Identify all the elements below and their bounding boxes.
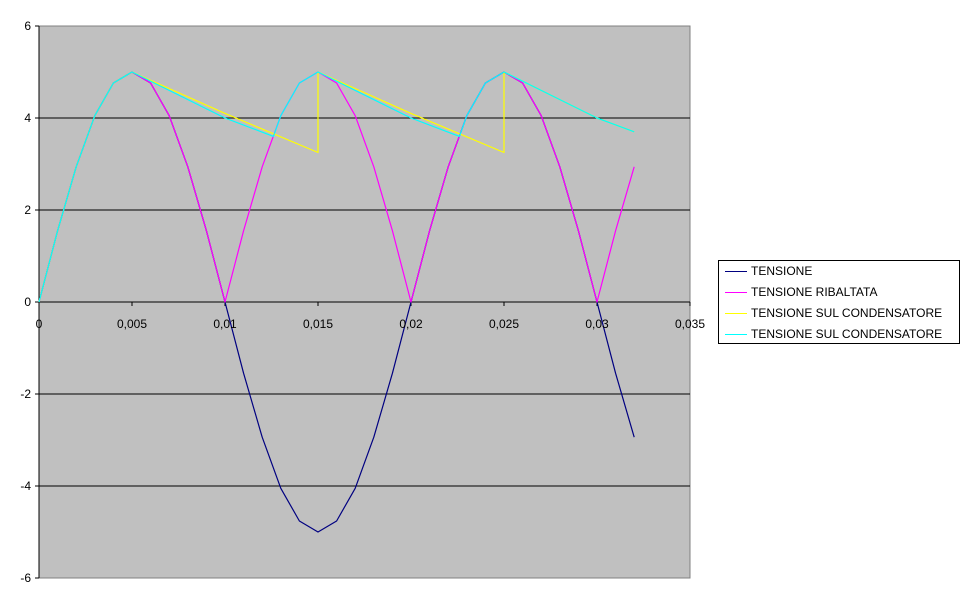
legend-swatch bbox=[725, 333, 747, 335]
x-tick-label: 0,025 bbox=[489, 317, 519, 331]
y-tick-label: -6 bbox=[20, 571, 31, 585]
legend-label: TENSIONE RIBALTATA bbox=[751, 285, 878, 299]
legend-swatch bbox=[725, 291, 747, 293]
x-tick-label: 0 bbox=[36, 317, 43, 331]
x-tick-label: 0,015 bbox=[303, 317, 333, 331]
legend-swatch bbox=[725, 270, 747, 272]
x-tick-label: 0,02 bbox=[399, 317, 423, 331]
series-line-3 bbox=[38, 71, 635, 303]
series-lines bbox=[38, 71, 635, 533]
y-tick-label: 2 bbox=[24, 203, 31, 217]
x-tick-label: 0,005 bbox=[117, 317, 147, 331]
y-tick-label: -2 bbox=[20, 387, 31, 401]
legend-label: TENSIONE bbox=[751, 264, 813, 278]
legend-swatch bbox=[725, 312, 747, 314]
legend-label: TENSIONE SUL CONDENSATORE bbox=[751, 327, 943, 341]
legend-item: TENSIONE RIBALTATA bbox=[725, 284, 877, 300]
legend-label: TENSIONE SUL CONDENSATORE bbox=[751, 306, 943, 320]
y-tick-label: 4 bbox=[24, 111, 31, 125]
tick-labels: 6 4 2 0 -2 -4 -6 0 0,005 0,01 0,015 0,02 0,025 0,03 0,… bbox=[20, 19, 705, 585]
y-tick-label: 0 bbox=[24, 295, 31, 309]
x-tick-label: 0,01 bbox=[213, 317, 237, 331]
y-tick-label: -4 bbox=[20, 479, 31, 493]
y-tick-label: 6 bbox=[24, 19, 31, 33]
legend: TENSIONE TENSIONE RIBALTATA TENSIONE SUL… bbox=[718, 260, 960, 344]
legend-item: TENSIONE bbox=[725, 263, 812, 279]
x-tick-label: 0,03 bbox=[585, 317, 609, 331]
x-tick-label: 0,035 bbox=[675, 317, 705, 331]
legend-item: TENSIONE SUL CONDENSATORE bbox=[725, 326, 942, 342]
legend-item: TENSIONE SUL CONDENSATORE bbox=[725, 305, 942, 321]
